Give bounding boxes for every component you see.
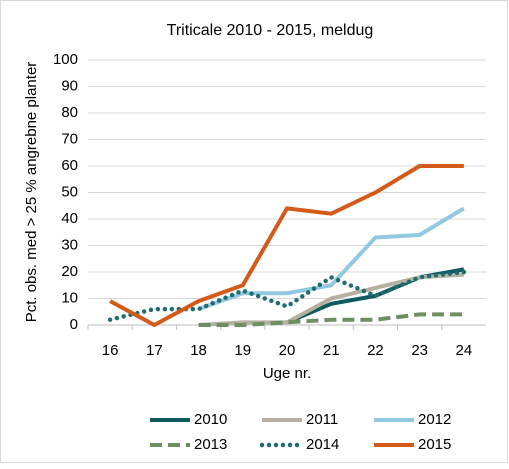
series-line [109,164,464,327]
x-tick-label: 24 [456,342,473,359]
y-tick-label: 70 [61,130,78,147]
y-tick-label: 80 [61,104,78,121]
chart-title: Triticale 2010 - 2015, meldug [167,22,374,39]
y-tick-label: 20 [61,263,78,280]
x-tick-label: 16 [102,342,119,359]
y-tick-label: 40 [61,210,78,227]
x-tick-label: 22 [367,342,384,359]
y-tick-label: 60 [61,157,78,174]
y-tick-label: 90 [61,77,78,94]
x-tick-label: 20 [279,342,296,359]
y-tick-label: 30 [61,236,78,253]
legend-label: 2011 [306,411,338,428]
legend-label: 2014 [306,436,339,453]
x-tick-label: 23 [411,342,428,359]
x-axis-title: Uge nr. [263,365,311,382]
series-line [197,206,465,311]
y-tick-label: 50 [61,183,78,200]
y-tick-label: 100 [53,51,78,68]
x-tick-label: 17 [146,342,163,359]
legend-label: 2013 [194,436,227,453]
x-tick-label: 19 [234,342,251,359]
y-tick-label: 10 [61,289,78,306]
x-tick-label: 21 [323,342,340,359]
y-tick-label: 0 [70,316,78,333]
legend-label: 2015 [418,436,451,453]
legend-label: 2010 [194,411,227,428]
x-tick-label: 18 [190,342,207,359]
series-line [198,312,464,327]
series-line [198,272,465,327]
y-axis-title: Pct. obs. med > 25 % angrebne planter [23,62,40,323]
legend-label: 2012 [418,411,451,428]
